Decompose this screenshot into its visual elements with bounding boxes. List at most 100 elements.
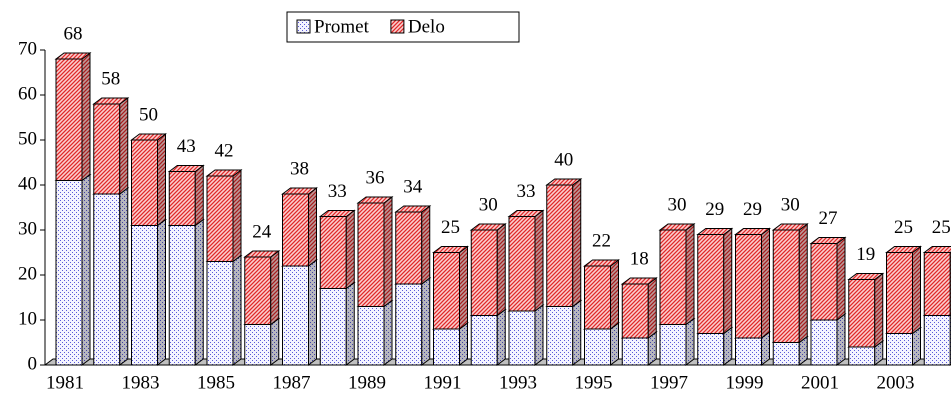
bar-side-shade (421, 278, 430, 365)
bar-segment (772, 229, 800, 343)
bar-side-shade (761, 332, 770, 365)
bar-segment (93, 103, 121, 195)
bar-side-shade (572, 300, 581, 365)
bar-side-shade (535, 305, 543, 365)
bar-segment (206, 175, 234, 262)
bar-top (356, 196, 394, 204)
bar-segment (697, 333, 725, 366)
bar-segment (168, 225, 196, 366)
bar-segment (584, 265, 611, 330)
bar-side-shade (82, 53, 90, 181)
bar-segment (319, 288, 347, 366)
bar-side-shade (572, 179, 581, 307)
total-label: 18 (630, 248, 649, 269)
bar-top (130, 133, 167, 141)
bar-top (696, 228, 734, 235)
total-label: 33 (517, 181, 536, 202)
bar-segment (697, 234, 725, 334)
bar-segment (546, 306, 574, 366)
bar-top (771, 223, 809, 231)
x-tick-label: 1991 (424, 372, 462, 393)
bar-top (734, 228, 771, 235)
total-label: 24 (252, 221, 272, 242)
bar-segment (886, 333, 913, 366)
bar-segment (93, 193, 121, 366)
bar-side-shade (384, 197, 392, 307)
bar-segment (55, 58, 83, 181)
bar-segment (131, 225, 158, 366)
bar-side-shade (799, 336, 808, 365)
bar-top (885, 246, 922, 253)
bar-segment (735, 337, 762, 366)
bar-segment (282, 265, 309, 366)
y-tick-label: 0 (28, 353, 38, 374)
bar-segment (433, 328, 460, 366)
bar-segment (508, 216, 536, 312)
bar-segment (546, 184, 574, 307)
bar-segment (131, 139, 158, 226)
bar-side-shade (384, 300, 392, 365)
total-label: 25 (932, 217, 951, 238)
x-tick-label: 1985 (197, 372, 235, 393)
bar-side-shade (233, 255, 241, 365)
y-tick-label: 30 (18, 218, 37, 239)
x-tick-label: 2001 (801, 372, 839, 393)
legend: Promet Delo (286, 11, 520, 43)
x-tick-label: 1995 (575, 372, 613, 393)
bar-side-shade (837, 237, 845, 320)
total-label: 68 (64, 23, 83, 44)
bar-side-shade (874, 273, 883, 347)
bar-side-shade (648, 278, 657, 338)
bar-top (54, 52, 92, 60)
x-tick-label: 1997 (650, 372, 688, 393)
total-label: 50 (139, 104, 158, 125)
bar-segment (584, 328, 611, 366)
bar-side-shade (648, 332, 657, 365)
bar-top (658, 223, 696, 231)
bar-segment (470, 315, 498, 366)
bar-side-shade (421, 206, 430, 284)
bar-side-shade (723, 327, 732, 365)
bar-top (922, 246, 951, 253)
bar-side-shade (346, 282, 355, 365)
y-tick-label: 10 (18, 308, 37, 329)
total-label: 33 (328, 181, 347, 202)
bar-top (620, 277, 658, 285)
total-label: 58 (101, 68, 120, 89)
bar-side-shade (912, 327, 921, 365)
bar-side-shade (157, 219, 166, 365)
legend-swatch (390, 19, 405, 34)
bar-side-shade (686, 224, 694, 325)
total-label: 30 (479, 194, 498, 215)
bar-top (281, 187, 318, 195)
bar-side-shade (119, 188, 128, 365)
bar-side-shade (195, 165, 204, 226)
bar-side-shade (837, 314, 845, 365)
total-label: 43 (177, 136, 196, 157)
bar-segment (772, 342, 800, 366)
bar-side-shade (497, 309, 506, 365)
total-label: 42 (215, 140, 234, 161)
x-tick-label: 1993 (499, 372, 537, 393)
bar-side-shade (270, 251, 279, 325)
bar-side-shade (308, 188, 317, 266)
bar-segment (395, 211, 423, 285)
bar-side-shade (308, 260, 317, 365)
bar-side-shade (459, 246, 468, 329)
bar-segment (923, 252, 951, 316)
bar-side-shade (82, 174, 90, 365)
bar-segment (659, 324, 687, 366)
bar-side-shade (195, 219, 204, 365)
bar-segment (357, 306, 385, 366)
bar-segment (206, 261, 234, 366)
bar-segment (319, 216, 347, 289)
bar-segment (621, 283, 649, 339)
bar-side-shade (535, 210, 543, 311)
y-tick-label: 50 (18, 128, 37, 149)
legend-label: Promet (314, 16, 370, 37)
total-label: 25 (894, 217, 913, 238)
total-label: 29 (705, 199, 724, 220)
y-tick-label: 60 (18, 83, 37, 104)
total-label: 30 (781, 194, 800, 215)
